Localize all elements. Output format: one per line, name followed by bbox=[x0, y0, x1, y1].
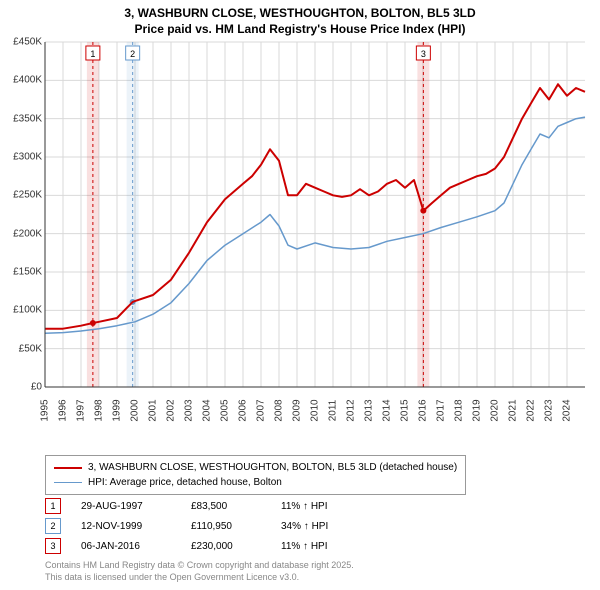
x-axis-label: 2008 bbox=[274, 399, 285, 421]
x-axis-label: 2018 bbox=[454, 399, 465, 421]
y-axis-label: £200K bbox=[2, 228, 42, 239]
legend-row-1: 3, WASHBURN CLOSE, WESTHOUGHTON, BOLTON,… bbox=[54, 460, 457, 475]
x-axis-label: 2009 bbox=[292, 399, 303, 421]
x-axis-label: 2003 bbox=[184, 399, 195, 421]
chart-container: 3, WASHBURN CLOSE, WESTHOUGHTON, BOLTON,… bbox=[0, 0, 600, 590]
sale-date: 06-JAN-2016 bbox=[81, 541, 171, 552]
event-marker-number: 2 bbox=[130, 49, 135, 59]
legend-label-2: HPI: Average price, detached house, Bolt… bbox=[88, 475, 282, 490]
x-axis-label: 2013 bbox=[364, 399, 375, 421]
sale-hpi: 11% ↑ HPI bbox=[281, 501, 361, 512]
x-axis-label: 2001 bbox=[148, 399, 159, 421]
x-axis-label: 1999 bbox=[112, 399, 123, 421]
title-line-2: Price paid vs. HM Land Registry's House … bbox=[0, 22, 600, 38]
x-axis-label: 2021 bbox=[508, 399, 519, 421]
event-marker-number: 1 bbox=[90, 49, 95, 59]
x-axis-label: 2014 bbox=[382, 399, 393, 421]
sale-marker: 3 bbox=[45, 538, 61, 554]
attribution-line-1: Contains HM Land Registry data © Crown c… bbox=[45, 560, 354, 572]
y-axis-label: £100K bbox=[2, 305, 42, 316]
x-axis-label: 2015 bbox=[400, 399, 411, 421]
event-band bbox=[417, 42, 429, 387]
sale-row: 1 29-AUG-1997 £83,500 11% ↑ HPI bbox=[45, 498, 361, 514]
x-axis-label: 1995 bbox=[40, 399, 51, 421]
sales-table: 1 29-AUG-1997 £83,500 11% ↑ HPI 2 12-NOV-1999… bbox=[45, 498, 361, 558]
chart-svg: 1 2 3 bbox=[45, 42, 585, 422]
x-axis-label: 2017 bbox=[436, 399, 447, 421]
event-band bbox=[87, 42, 99, 387]
sale-marker: 1 bbox=[45, 498, 61, 514]
x-axis-label: 2011 bbox=[328, 400, 339, 422]
x-axis-label: 2006 bbox=[238, 399, 249, 421]
legend-row-2: HPI: Average price, detached house, Bolt… bbox=[54, 475, 457, 490]
sale-hpi: 34% ↑ HPI bbox=[281, 521, 361, 532]
x-axis-label: 2023 bbox=[544, 399, 555, 421]
x-axis-label: 2016 bbox=[418, 399, 429, 421]
sale-marker: 2 bbox=[45, 518, 61, 534]
sale-date: 29-AUG-1997 bbox=[81, 501, 171, 512]
y-axis-label: £400K bbox=[2, 75, 42, 86]
x-axis-label: 2012 bbox=[346, 399, 357, 421]
x-axis-label: 2020 bbox=[490, 399, 501, 421]
x-axis-label: 2022 bbox=[526, 399, 537, 421]
event-marker-number: 3 bbox=[421, 49, 426, 59]
x-axis-label: 2002 bbox=[166, 399, 177, 421]
y-axis-label: £250K bbox=[2, 190, 42, 201]
event-band bbox=[127, 42, 139, 387]
sale-row: 2 12-NOV-1999 £110,950 34% ↑ HPI bbox=[45, 518, 361, 534]
title-line-1: 3, WASHBURN CLOSE, WESTHOUGHTON, BOLTON,… bbox=[0, 6, 600, 22]
y-axis-label: £350K bbox=[2, 113, 42, 124]
x-axis-label: 2019 bbox=[472, 399, 483, 421]
chart-title: 3, WASHBURN CLOSE, WESTHOUGHTON, BOLTON,… bbox=[0, 0, 600, 37]
legend-swatch-1 bbox=[54, 467, 82, 469]
attribution-line-2: This data is licensed under the Open Gov… bbox=[45, 572, 354, 584]
x-axis-label: 2000 bbox=[130, 399, 141, 421]
legend-label-1: 3, WASHBURN CLOSE, WESTHOUGHTON, BOLTON,… bbox=[88, 460, 457, 475]
legend-swatch-2 bbox=[54, 482, 82, 483]
chart-plot-area: 1 2 3 bbox=[45, 42, 585, 422]
x-axis-label: 2010 bbox=[310, 399, 321, 421]
x-axis-label: 2004 bbox=[202, 399, 213, 421]
sale-price: £83,500 bbox=[191, 501, 261, 512]
x-axis-label: 2005 bbox=[220, 399, 231, 421]
y-axis-label: £300K bbox=[2, 152, 42, 163]
x-axis-label: 2024 bbox=[562, 399, 573, 421]
x-axis-label: 1996 bbox=[58, 399, 69, 421]
y-axis-label: £0 bbox=[2, 382, 42, 393]
x-axis-label: 1997 bbox=[76, 399, 87, 421]
y-axis-label: £150K bbox=[2, 267, 42, 278]
x-axis-label: 2007 bbox=[256, 399, 267, 421]
sale-price: £110,950 bbox=[191, 521, 261, 532]
y-axis-label: £50K bbox=[2, 343, 42, 354]
sale-price: £230,000 bbox=[191, 541, 261, 552]
sale-date: 12-NOV-1999 bbox=[81, 521, 171, 532]
attribution: Contains HM Land Registry data © Crown c… bbox=[45, 560, 354, 583]
y-axis-label: £450K bbox=[2, 37, 42, 48]
legend: 3, WASHBURN CLOSE, WESTHOUGHTON, BOLTON,… bbox=[45, 455, 466, 495]
x-axis-label: 1998 bbox=[94, 399, 105, 421]
sale-hpi: 11% ↑ HPI bbox=[281, 541, 361, 552]
sale-row: 3 06-JAN-2016 £230,000 11% ↑ HPI bbox=[45, 538, 361, 554]
